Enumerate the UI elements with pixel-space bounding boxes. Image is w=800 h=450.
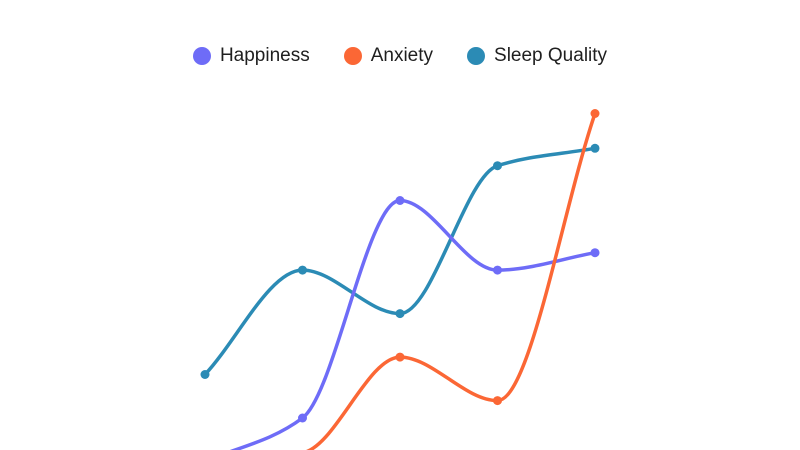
series-sleep-quality <box>200 143 600 379</box>
data-point-happiness-5[interactable] <box>590 248 600 258</box>
legend-swatch-happiness <box>192 47 211 65</box>
data-point-sleep-quality-5[interactable] <box>590 143 600 153</box>
data-point-sleep-quality-2[interactable] <box>298 265 307 275</box>
legend-item-anxiety[interactable]: Anxiety <box>343 45 434 67</box>
series-line-sleep-quality <box>203 146 597 377</box>
data-point-sleep-quality-3[interactable] <box>395 309 405 319</box>
legend-label-happiness: Happiness <box>219 45 310 66</box>
series-anxiety <box>305 109 600 450</box>
data-point-anxiety-5[interactable] <box>590 109 600 118</box>
chart-legend: Happiness Anxiety Sleep Quality <box>0 42 800 70</box>
data-point-happiness-3[interactable] <box>395 196 405 205</box>
legend-label-sleep-quality: Sleep Quality <box>494 45 608 66</box>
legend-label-anxiety: Anxiety <box>370 45 434 66</box>
data-point-anxiety-3[interactable] <box>395 352 405 362</box>
series-line-happiness <box>229 198 597 450</box>
legend-item-sleep-quality[interactable]: Sleep Quality <box>467 45 607 67</box>
series-happiness <box>229 196 600 450</box>
data-point-happiness-2[interactable] <box>298 413 307 423</box>
series-line-anxiety <box>305 111 597 450</box>
legend-swatch-sleep-quality <box>467 47 486 65</box>
legend-swatch-anxiety <box>343 47 362 65</box>
data-point-anxiety-4[interactable] <box>493 396 502 406</box>
data-point-sleep-quality-1[interactable] <box>200 370 210 379</box>
data-point-happiness-4[interactable] <box>493 265 502 275</box>
legend-item-happiness[interactable]: Happiness <box>192 45 310 67</box>
data-point-sleep-quality-4[interactable] <box>493 161 502 171</box>
